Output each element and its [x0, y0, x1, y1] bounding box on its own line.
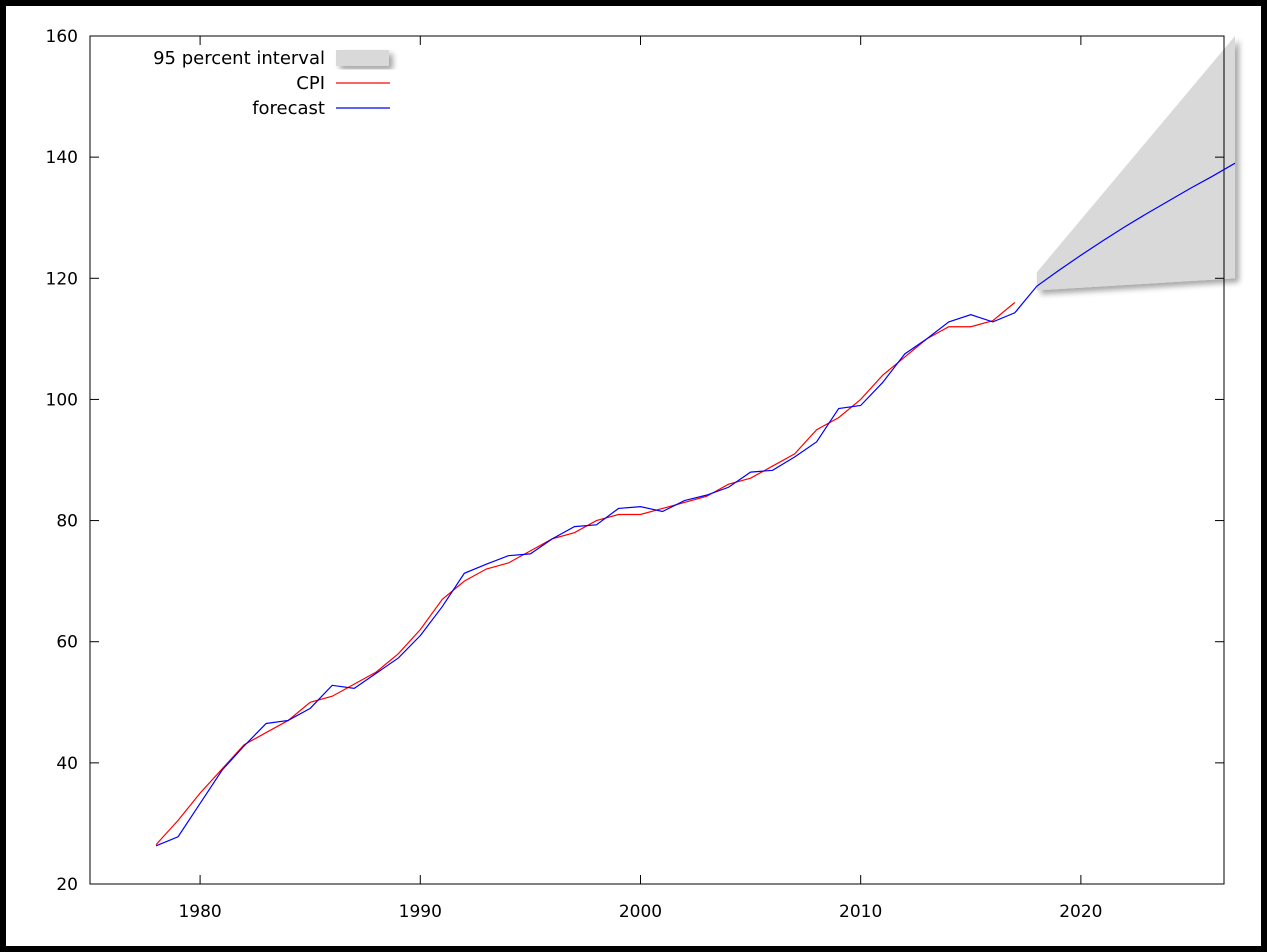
x-tick-label: 1980: [178, 902, 221, 922]
x-tick-label: 2020: [1059, 902, 1102, 922]
plot-border: [89, 35, 1225, 885]
series-line-cpi: [155, 302, 1016, 846]
plot-area: 20 40 60 80 100 120 140 160 1980 1990 2000 2010 2020…: [46, 27, 1236, 922]
legend-label-1: CPI: [296, 73, 325, 94]
legend-label-2: forecast: [252, 98, 325, 119]
interval-band: [1036, 36, 1236, 291]
y-tick-label: 20: [56, 875, 78, 895]
chart-frame: [6, 6, 1261, 946]
series-line-forecast: [155, 162, 1236, 847]
x-tick-label: 2000: [619, 902, 662, 922]
y-tick-label: 120: [46, 269, 78, 289]
y-tick-label: 160: [46, 27, 78, 47]
y-tick-label: 60: [56, 633, 78, 653]
legend-swatch-band: [336, 50, 389, 66]
x-tick-label: 2010: [839, 902, 882, 922]
y-tick-label: 140: [46, 148, 78, 168]
y-tick-label: 40: [56, 754, 78, 774]
x-tick-label: 1990: [399, 902, 442, 922]
y-tick-label: 100: [46, 390, 78, 410]
y-tick-label: 80: [56, 512, 78, 532]
legend-label-0: 95 percent interval: [153, 48, 325, 69]
